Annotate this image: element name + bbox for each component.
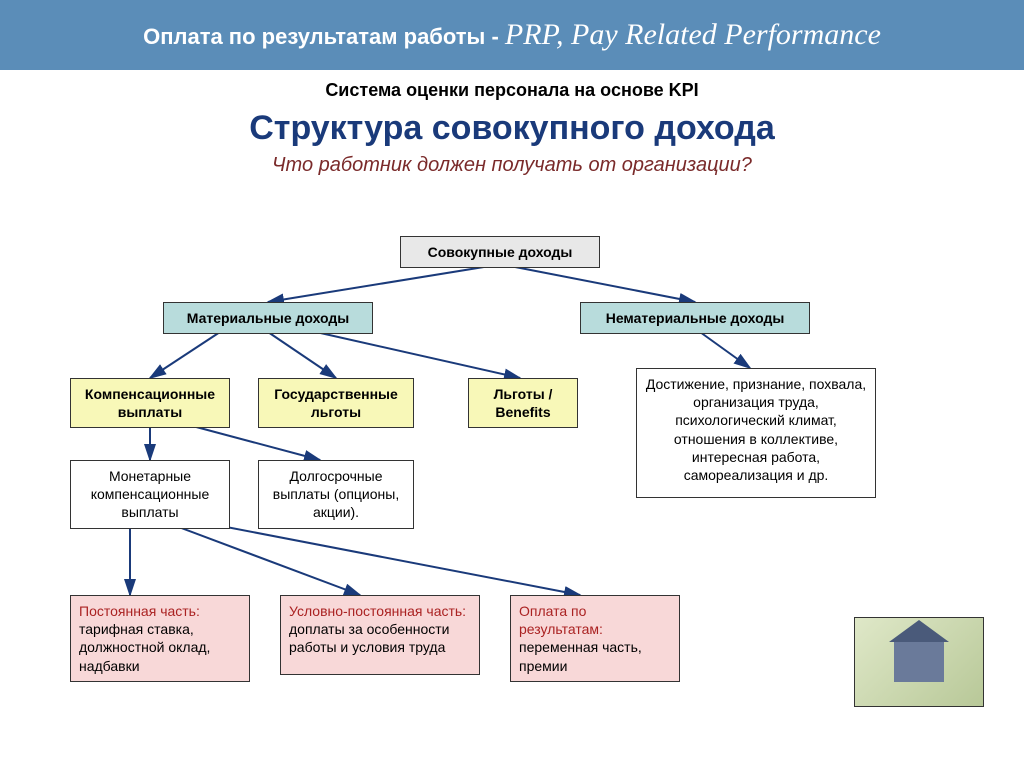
arrow-2 [150,332,220,378]
node-immaterial: Нематериальные доходы [580,302,810,334]
arrow-4 [316,332,520,378]
subtitle: Система оценки персонала на основе KPI [0,80,1024,101]
arrow-1 [510,266,695,302]
node-benefits: Льготы / Benefits [468,378,578,428]
arrow-10 [190,520,580,595]
arrow-9 [160,520,360,595]
main-title: Структура совокупного дохода [0,109,1024,148]
arrow-0 [268,266,490,302]
header-right: PRP, Pay Related Performance [505,18,881,51]
header-left: Оплата по результатам работы - [143,24,505,49]
arrow-5 [700,332,750,368]
arrow-3 [268,332,336,378]
node-comp: Компенсационные выплаты [70,378,230,428]
house-icon [894,642,944,682]
node-monetary: Монетарные компенсационные выплаты [70,460,230,529]
header-bar: Оплата по результатам работы - PRP, Pay … [0,0,1024,70]
node-gov: Государственные льготы [258,378,414,428]
money-illustration [854,617,984,707]
node-immat_text: Достижение, признание, похвала, организа… [636,368,876,498]
question-text: Что работник должен получать от организа… [0,154,1024,177]
node-result: Оплата по результатам:переменная часть, … [510,595,680,682]
node-material: Материальные доходы [163,302,373,334]
node-cond: Условно-постоянная часть: доплаты за осо… [280,595,480,675]
node-root: Совокупные доходы [400,236,600,268]
node-const: Постоянная часть:тарифная ставка, должно… [70,595,250,682]
node-longterm: Долгосрочные выплаты (опционы, акции). [258,460,414,529]
